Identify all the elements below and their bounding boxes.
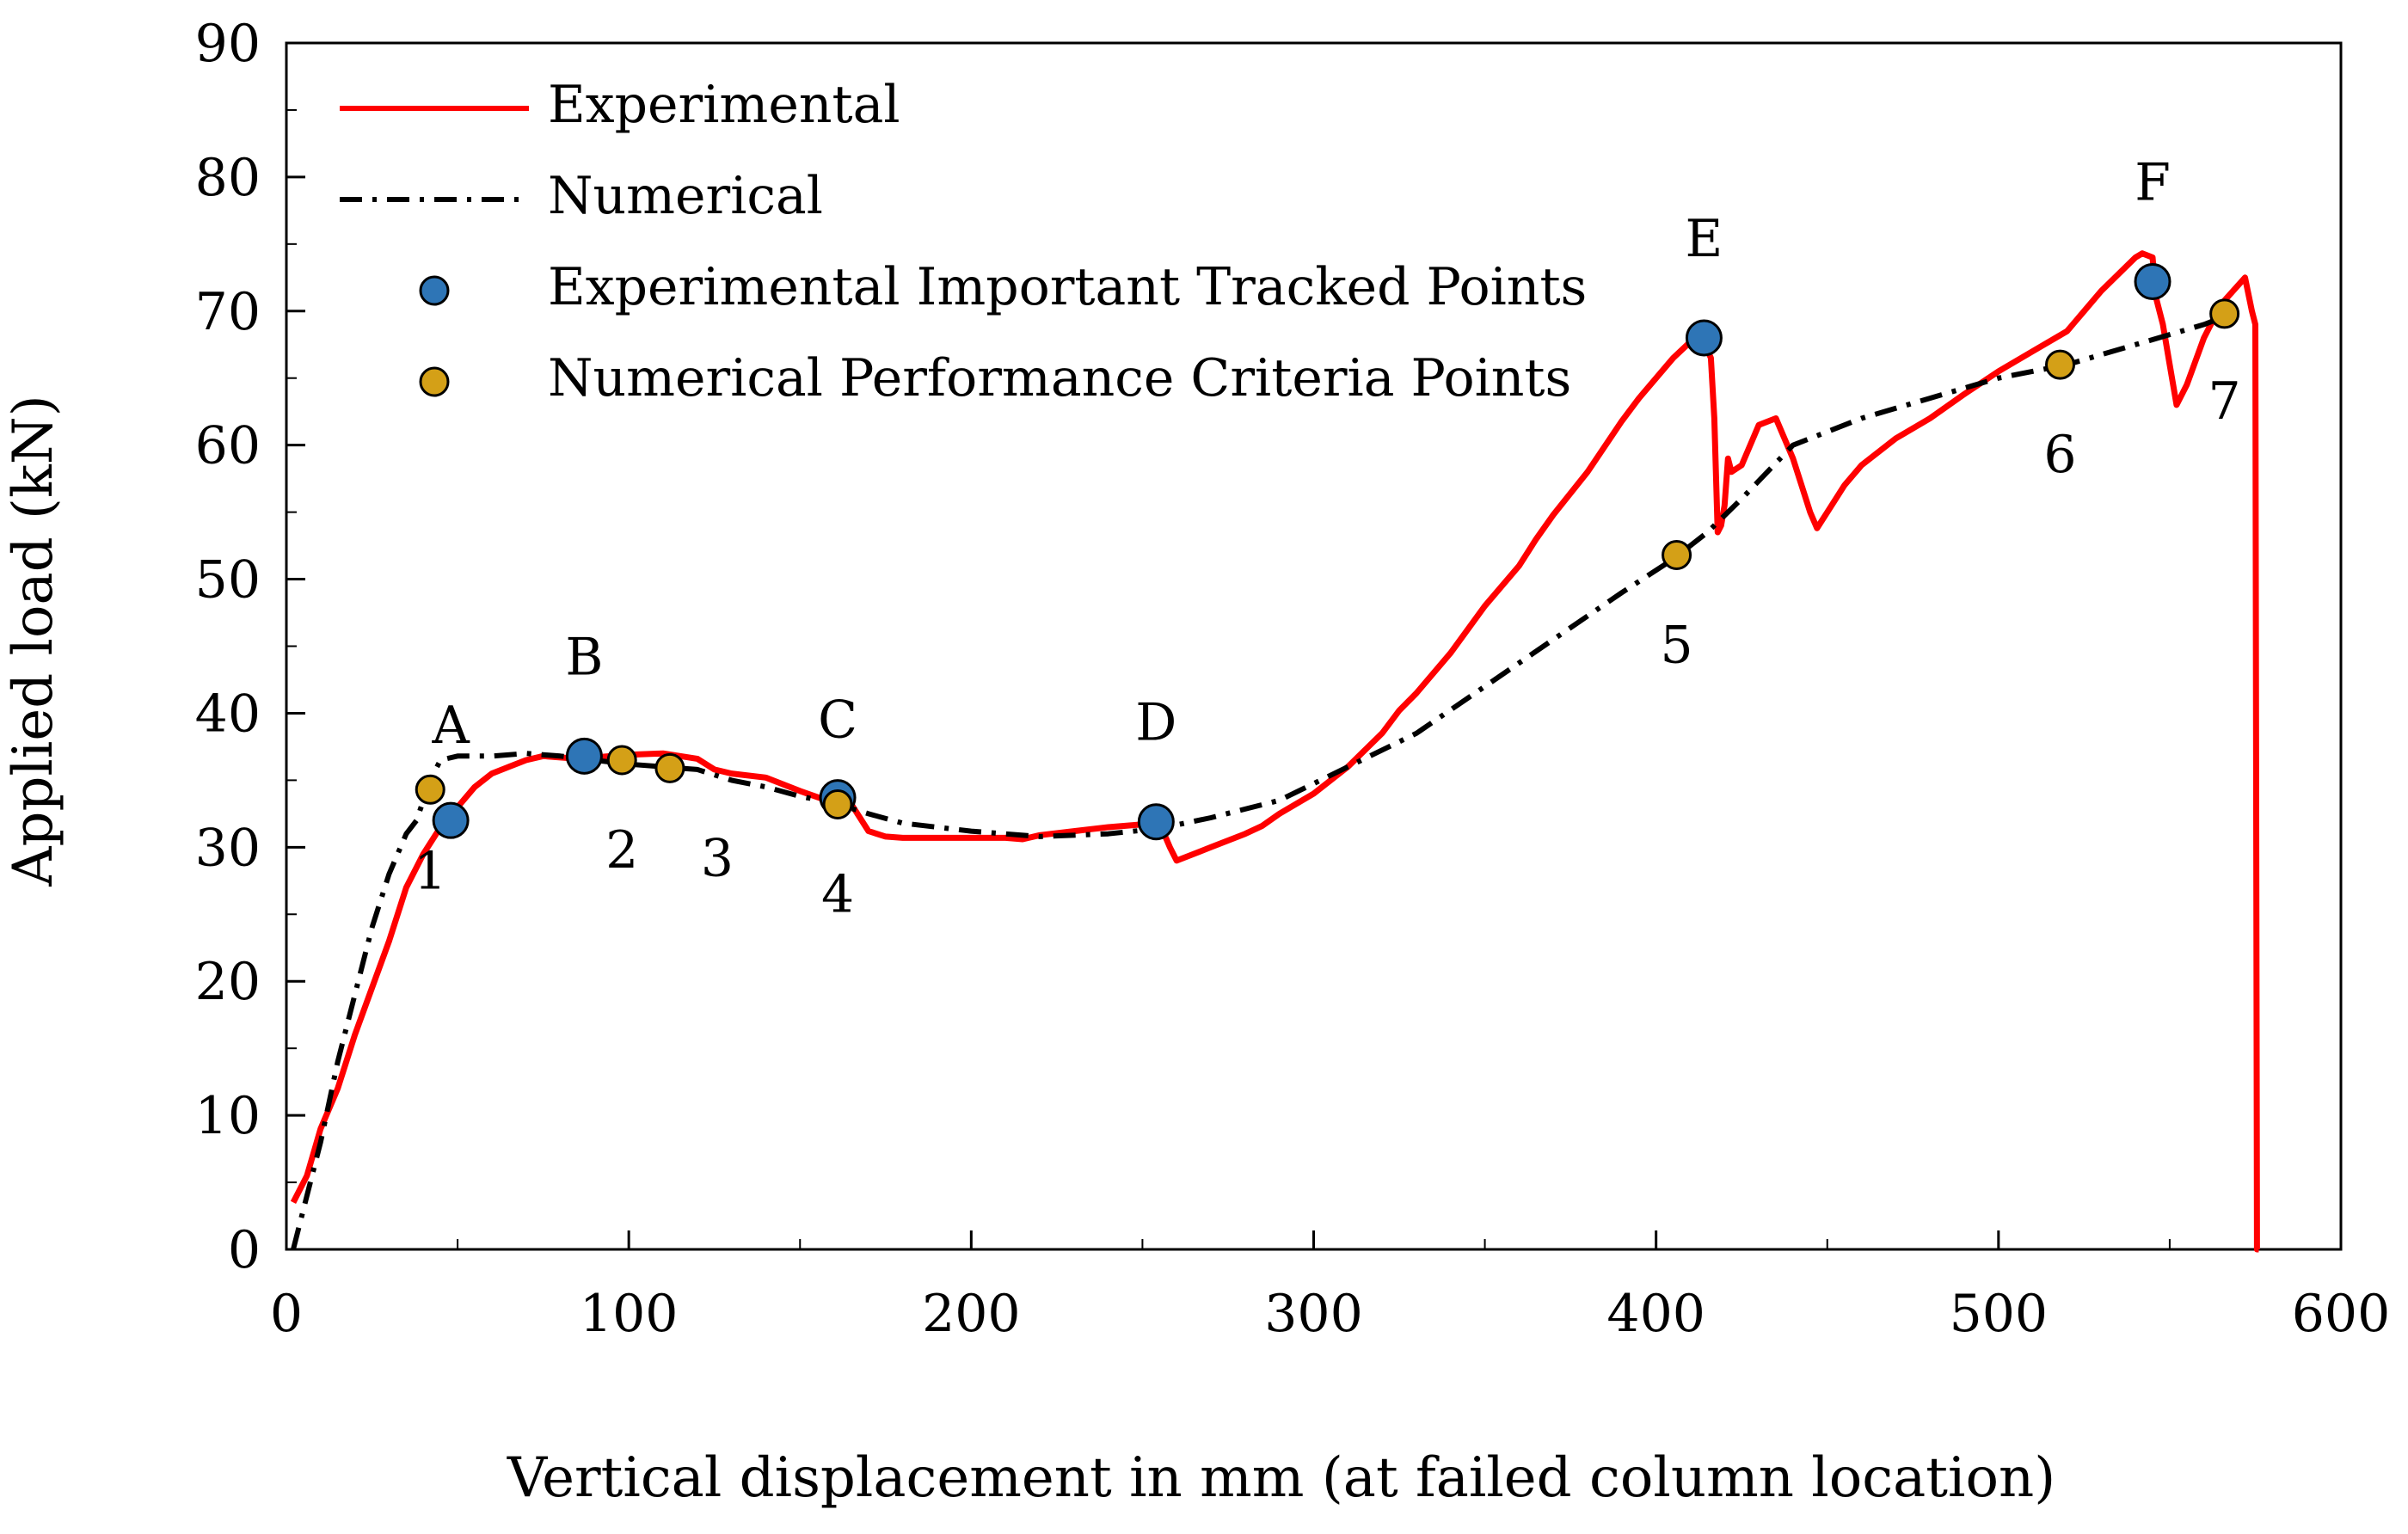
y-tick-label: 70	[195, 282, 261, 342]
x-tick-label: 600	[2292, 1284, 2391, 1344]
x-tick-label: 100	[580, 1284, 679, 1344]
y-tick-label: 0	[228, 1220, 261, 1280]
x-tick-label: 500	[1950, 1284, 2049, 1344]
y-tick-label: 40	[195, 684, 261, 744]
criteria-point-label: 5	[1660, 615, 1692, 675]
legend-marker-criteria	[419, 366, 450, 397]
criteria-point-label: 2	[605, 820, 638, 881]
criteria-point-label: 7	[2208, 371, 2241, 432]
x-tick-label: 400	[1606, 1284, 1705, 1344]
legend-label-experimental: Experimental	[548, 75, 900, 135]
x-tick-label: 200	[922, 1284, 1021, 1344]
tracked-point-B	[565, 737, 603, 775]
x-axis: 0 100 200 300 400 500 600	[270, 1230, 2390, 1344]
tracked-point-label: A	[431, 696, 470, 756]
x-tick-label: 0	[270, 1284, 303, 1344]
tracked-point-label: D	[1135, 693, 1176, 753]
tracked-point-E	[1685, 319, 1723, 357]
criteria-point-7	[2209, 298, 2240, 329]
tracked-point-D	[1137, 803, 1175, 841]
legend-label-tracked: Experimental Important Tracked Points	[548, 257, 1587, 317]
criteria-point-label: 6	[2043, 425, 2076, 485]
y-axis-title: Applied load (kN)	[2, 395, 65, 887]
points-layer: A B C D E F 1 2 3 4 5 6 7	[414, 152, 2241, 924]
criteria-point-label: 4	[821, 864, 854, 924]
y-tick-label: 30	[195, 818, 261, 878]
x-axis-title: Vertical displacement in mm (at failed c…	[507, 1446, 2055, 1510]
tracked-point-A	[432, 801, 470, 839]
y-tick-label: 10	[195, 1086, 261, 1146]
criteria-point-label: 3	[701, 828, 734, 888]
tracked-point-label: B	[565, 627, 603, 687]
criteria-point-2	[606, 745, 637, 776]
y-tick-label: 20	[195, 952, 261, 1012]
criteria-point-label: 1	[414, 841, 446, 901]
criteria-point-4	[822, 788, 853, 819]
tracked-point-label: E	[1686, 209, 1723, 269]
tracked-point-label: C	[818, 690, 857, 751]
tracked-point-F	[2134, 262, 2172, 300]
tracked-point-label: F	[2135, 152, 2171, 212]
series-line-numerical	[291, 309, 2239, 1250]
legend: Experimental Numerical Experimental Impo…	[340, 75, 1587, 408]
legend-marker-tracked	[419, 275, 450, 306]
legend-label-numerical: Numerical	[548, 166, 823, 226]
criteria-point-3	[654, 752, 685, 783]
x-tick-label: 300	[1264, 1284, 1363, 1344]
y-tick-label: 60	[195, 416, 261, 476]
y-tick-label: 90	[195, 14, 261, 74]
legend-label-criteria: Numerical Performance Criteria Points	[548, 348, 1571, 408]
criteria-point-6	[2045, 349, 2076, 380]
y-tick-label: 50	[195, 550, 261, 611]
y-axis: 0 10 20 30 40 50 60 70 80 90	[195, 14, 305, 1280]
criteria-point-1	[415, 774, 445, 805]
y-tick-label: 80	[195, 148, 261, 208]
criteria-point-5	[1662, 539, 1692, 570]
